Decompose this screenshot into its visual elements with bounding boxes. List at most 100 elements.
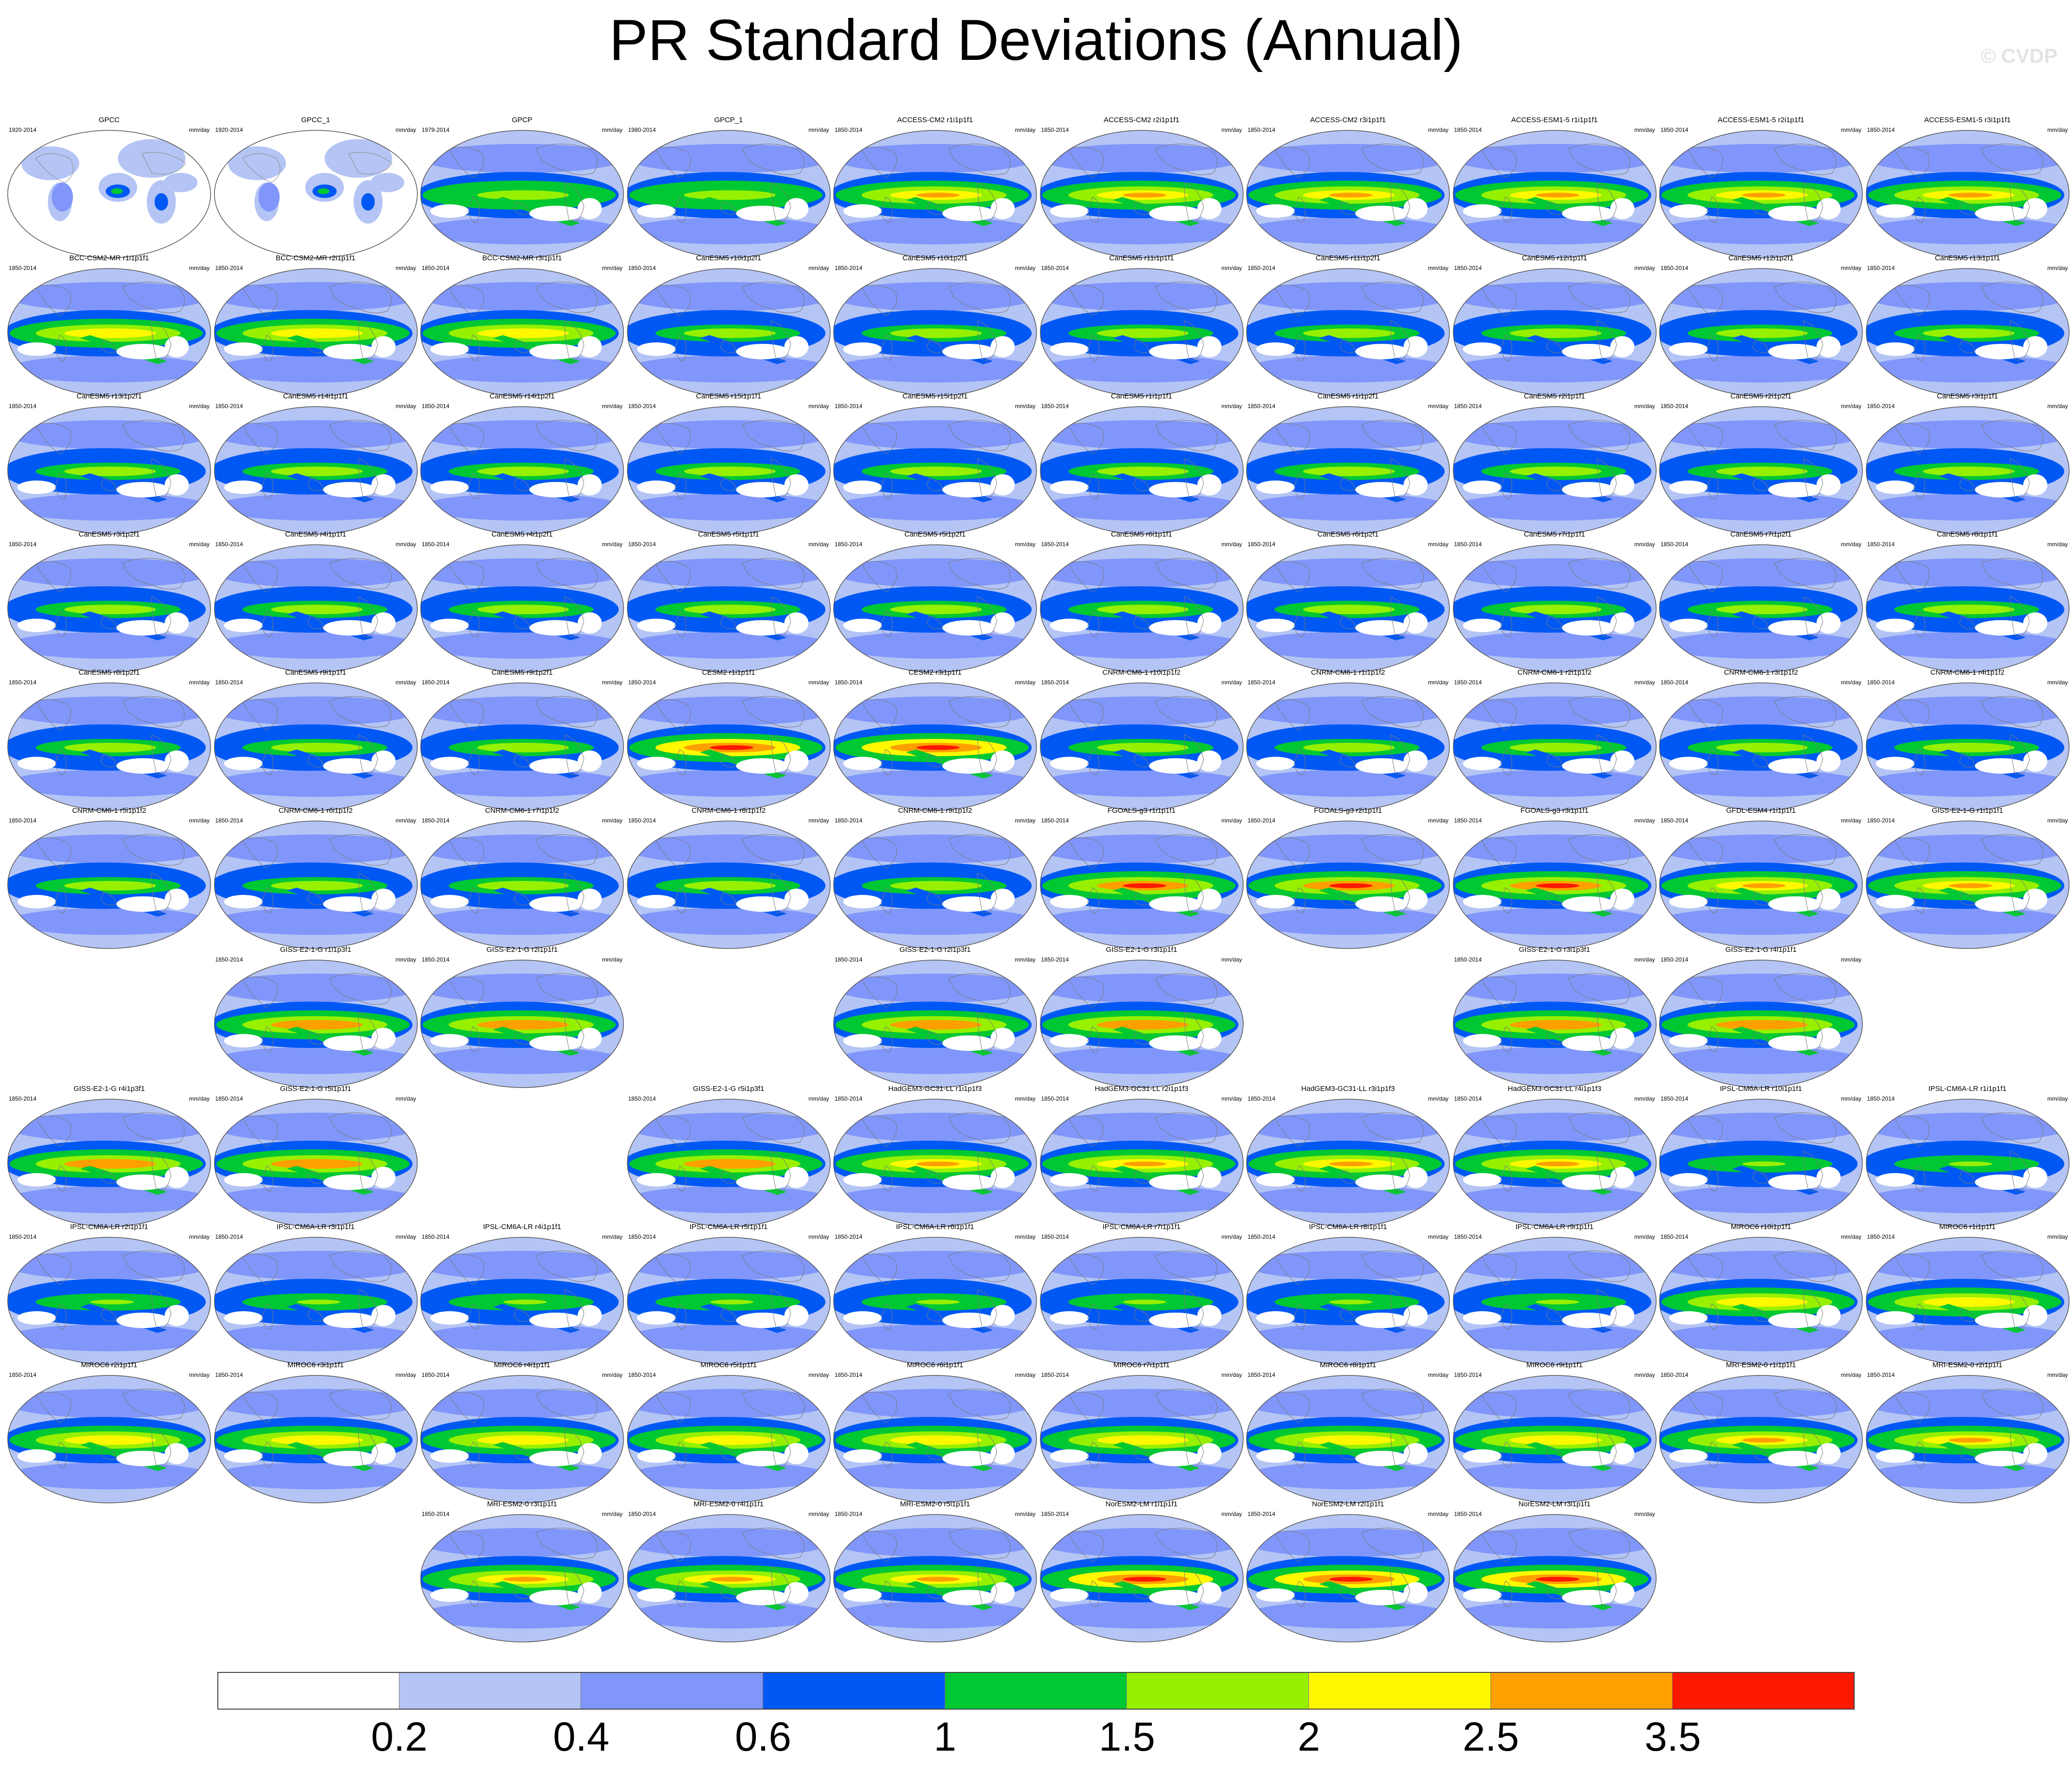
panel-years: 1850-2014 <box>1041 265 1069 271</box>
map-panel: HadGEM3-GC31-LL r1i1p1f3 1850-2014 mm/day <box>833 1085 1037 1230</box>
world-map <box>1452 1237 1657 1365</box>
map-panel: ACCESS-CM2 r1i1p1f1 1850-2014 mm/day <box>833 116 1037 261</box>
panel-units: mm/day <box>1634 679 1655 686</box>
world-map <box>626 406 831 535</box>
panel-years: 1850-2014 <box>835 265 863 271</box>
world-map <box>213 1237 418 1365</box>
map-panel: CNRM-CM6-1 r3i1p1f2 1850-2014 mm/day <box>1659 668 1863 813</box>
world-map <box>7 1099 211 1227</box>
panel-years: 1850-2014 <box>1248 817 1276 824</box>
world-map <box>1452 268 1657 396</box>
panel-title: CNRM-CM6-1 r9i1p1f2 <box>898 807 972 815</box>
panel-years: 1850-2014 <box>1867 403 1895 410</box>
world-map <box>1039 1514 1244 1642</box>
panel-units: mm/day <box>395 679 416 686</box>
panel-units: mm/day <box>808 817 829 824</box>
map-panel: CanESM5 r10i1p2f1 1850-2014 mm/day <box>626 254 831 399</box>
map-panel: IPSL-CM6A-LR r7i1p1f1 1850-2014 mm/day <box>1039 1223 1244 1368</box>
panel-years: 1850-2014 <box>1454 1095 1482 1102</box>
map-panel: MRI-ESM2-0 r2i1p1f1 1850-2014 mm/day <box>1865 1361 2070 1506</box>
panel-title: CanESM5 r7i1p2f1 <box>1730 530 1792 538</box>
panel-units: mm/day <box>1841 127 1861 133</box>
panel-units: mm/day <box>1221 1511 1242 1517</box>
panel-title: GISS-E2-1-G r2i1p1f1 <box>486 946 558 954</box>
panel-years: 1850-2014 <box>422 956 450 963</box>
panel-title: MIROC6 r2i1p1f1 <box>81 1361 138 1369</box>
panel-title: CanESM5 r5i1p1f1 <box>698 530 759 538</box>
colorbar-label: 0.2 <box>371 1714 428 1759</box>
world-map <box>1246 1099 1450 1227</box>
panel-years: 1850-2014 <box>1867 817 1895 824</box>
world-map <box>1659 268 1863 396</box>
world-map <box>213 1375 418 1503</box>
colorbar-swatch <box>1490 1672 1673 1710</box>
panel-title: CanESM5 r5i1p2f1 <box>904 530 966 538</box>
panel-title: CanESM5 r6i1p2f1 <box>1317 530 1379 538</box>
map-panel: CanESM5 r13i1p2f1 1850-2014 mm/day <box>7 392 212 537</box>
panel-title: CanESM5 r8i1p1f1 <box>1937 530 1998 538</box>
panel-years: 1850-2014 <box>1660 541 1689 548</box>
panel-units: mm/day <box>602 1233 623 1240</box>
panel-years: 1850-2014 <box>9 1233 37 1240</box>
panel-years: 1850-2014 <box>1041 1511 1069 1517</box>
panel-years: 1850-2014 <box>1660 1233 1689 1240</box>
panel-units: mm/day <box>189 541 210 548</box>
panel-units: mm/day <box>395 541 416 548</box>
world-map <box>833 682 1037 811</box>
panel-title: MIROC6 r1i1p1f1 <box>1939 1223 1996 1231</box>
panel-years: 1850-2014 <box>1867 541 1895 548</box>
map-panel: ACCESS-CM2 r3i1p1f1 1850-2014 mm/day <box>1246 116 1450 261</box>
panel-years: 1850-2014 <box>1867 127 1895 133</box>
panel-years: 1850-2014 <box>1248 265 1276 271</box>
panel-years: 1850-2014 <box>628 265 656 271</box>
world-map <box>1659 682 1863 811</box>
world-map <box>1865 1237 2070 1365</box>
panel-units: mm/day <box>808 403 829 410</box>
panel-years: 1850-2014 <box>1248 403 1276 410</box>
panel-units: mm/day <box>602 1511 623 1517</box>
panel-years: 1850-2014 <box>835 1233 863 1240</box>
panel-units: mm/day <box>1634 1372 1655 1378</box>
colorbar-swatch <box>945 1672 1127 1710</box>
panel-years: 1850-2014 <box>1454 1511 1482 1517</box>
map-panel: GISS-E2-1-G r1i1p3f1 1850-2014 mm/day <box>213 946 418 1090</box>
world-map <box>1865 821 2070 949</box>
panel-title: CNRM-CM6-1 r6i1p1f2 <box>278 807 353 815</box>
panel-title: MIROC6 r3i1p1f1 <box>287 1361 344 1369</box>
panel-units: mm/day <box>1428 127 1448 133</box>
panel-units: mm/day <box>1634 956 1655 963</box>
map-panel: GISS-E2-1-G r2i1p1f1 1850-2014 mm/day <box>420 946 624 1090</box>
world-map <box>833 1375 1037 1503</box>
panel-title: MIROC6 r6i1p1f1 <box>907 1361 964 1369</box>
world-map <box>7 544 211 673</box>
world-map <box>1039 960 1244 1088</box>
panel-units: mm/day <box>1015 1511 1036 1517</box>
world-map <box>1246 268 1450 396</box>
panel-title: IPSL-CM6A-LR r1i1p1f1 <box>1928 1085 2007 1093</box>
panel-years: 1850-2014 <box>1660 265 1689 271</box>
panel-units: mm/day <box>189 1233 210 1240</box>
panel-title: CanESM5 r15i1p2f1 <box>902 392 968 400</box>
map-panel: CanESM5 r9i1p2f1 1850-2014 mm/day <box>420 668 624 813</box>
panel-units: mm/day <box>1841 817 1861 824</box>
panel-units: mm/day <box>1634 541 1655 548</box>
panel-years: 1850-2014 <box>1454 956 1482 963</box>
panel-years: 1850-2014 <box>422 1511 450 1517</box>
panel-years: 1850-2014 <box>215 1233 243 1240</box>
panel-units: mm/day <box>1428 1372 1448 1378</box>
map-panel: MIROC6 r1i1p1f1 1850-2014 mm/day <box>1865 1223 2070 1368</box>
world-map <box>1452 544 1657 673</box>
world-map <box>1039 1237 1244 1365</box>
colorbar-swatch <box>1127 1672 1309 1710</box>
map-panel: CanESM5 r6i1p2f1 1850-2014 mm/day <box>1246 530 1450 675</box>
world-map <box>1865 268 2070 396</box>
panel-units: mm/day <box>2047 1095 2068 1102</box>
map-panel: GISS-E2-1-G r5i1p1f1 1850-2014 mm/day <box>213 1085 418 1230</box>
map-panel: NorESM2-LM r2i1p1f1 1850-2014 mm/day <box>1246 1500 1450 1645</box>
map-panel: CNRM-CM6-1 r7i1p1f2 1850-2014 mm/day <box>420 807 624 951</box>
panel-title: GISS-E2-1-G r5i1p1f1 <box>280 1085 352 1093</box>
map-panel: CanESM5 r10i1p2f1 1850-2014 mm/day <box>833 254 1037 399</box>
panel-units: mm/day <box>808 127 829 133</box>
world-map <box>213 960 418 1088</box>
world-map <box>1659 1237 1863 1365</box>
